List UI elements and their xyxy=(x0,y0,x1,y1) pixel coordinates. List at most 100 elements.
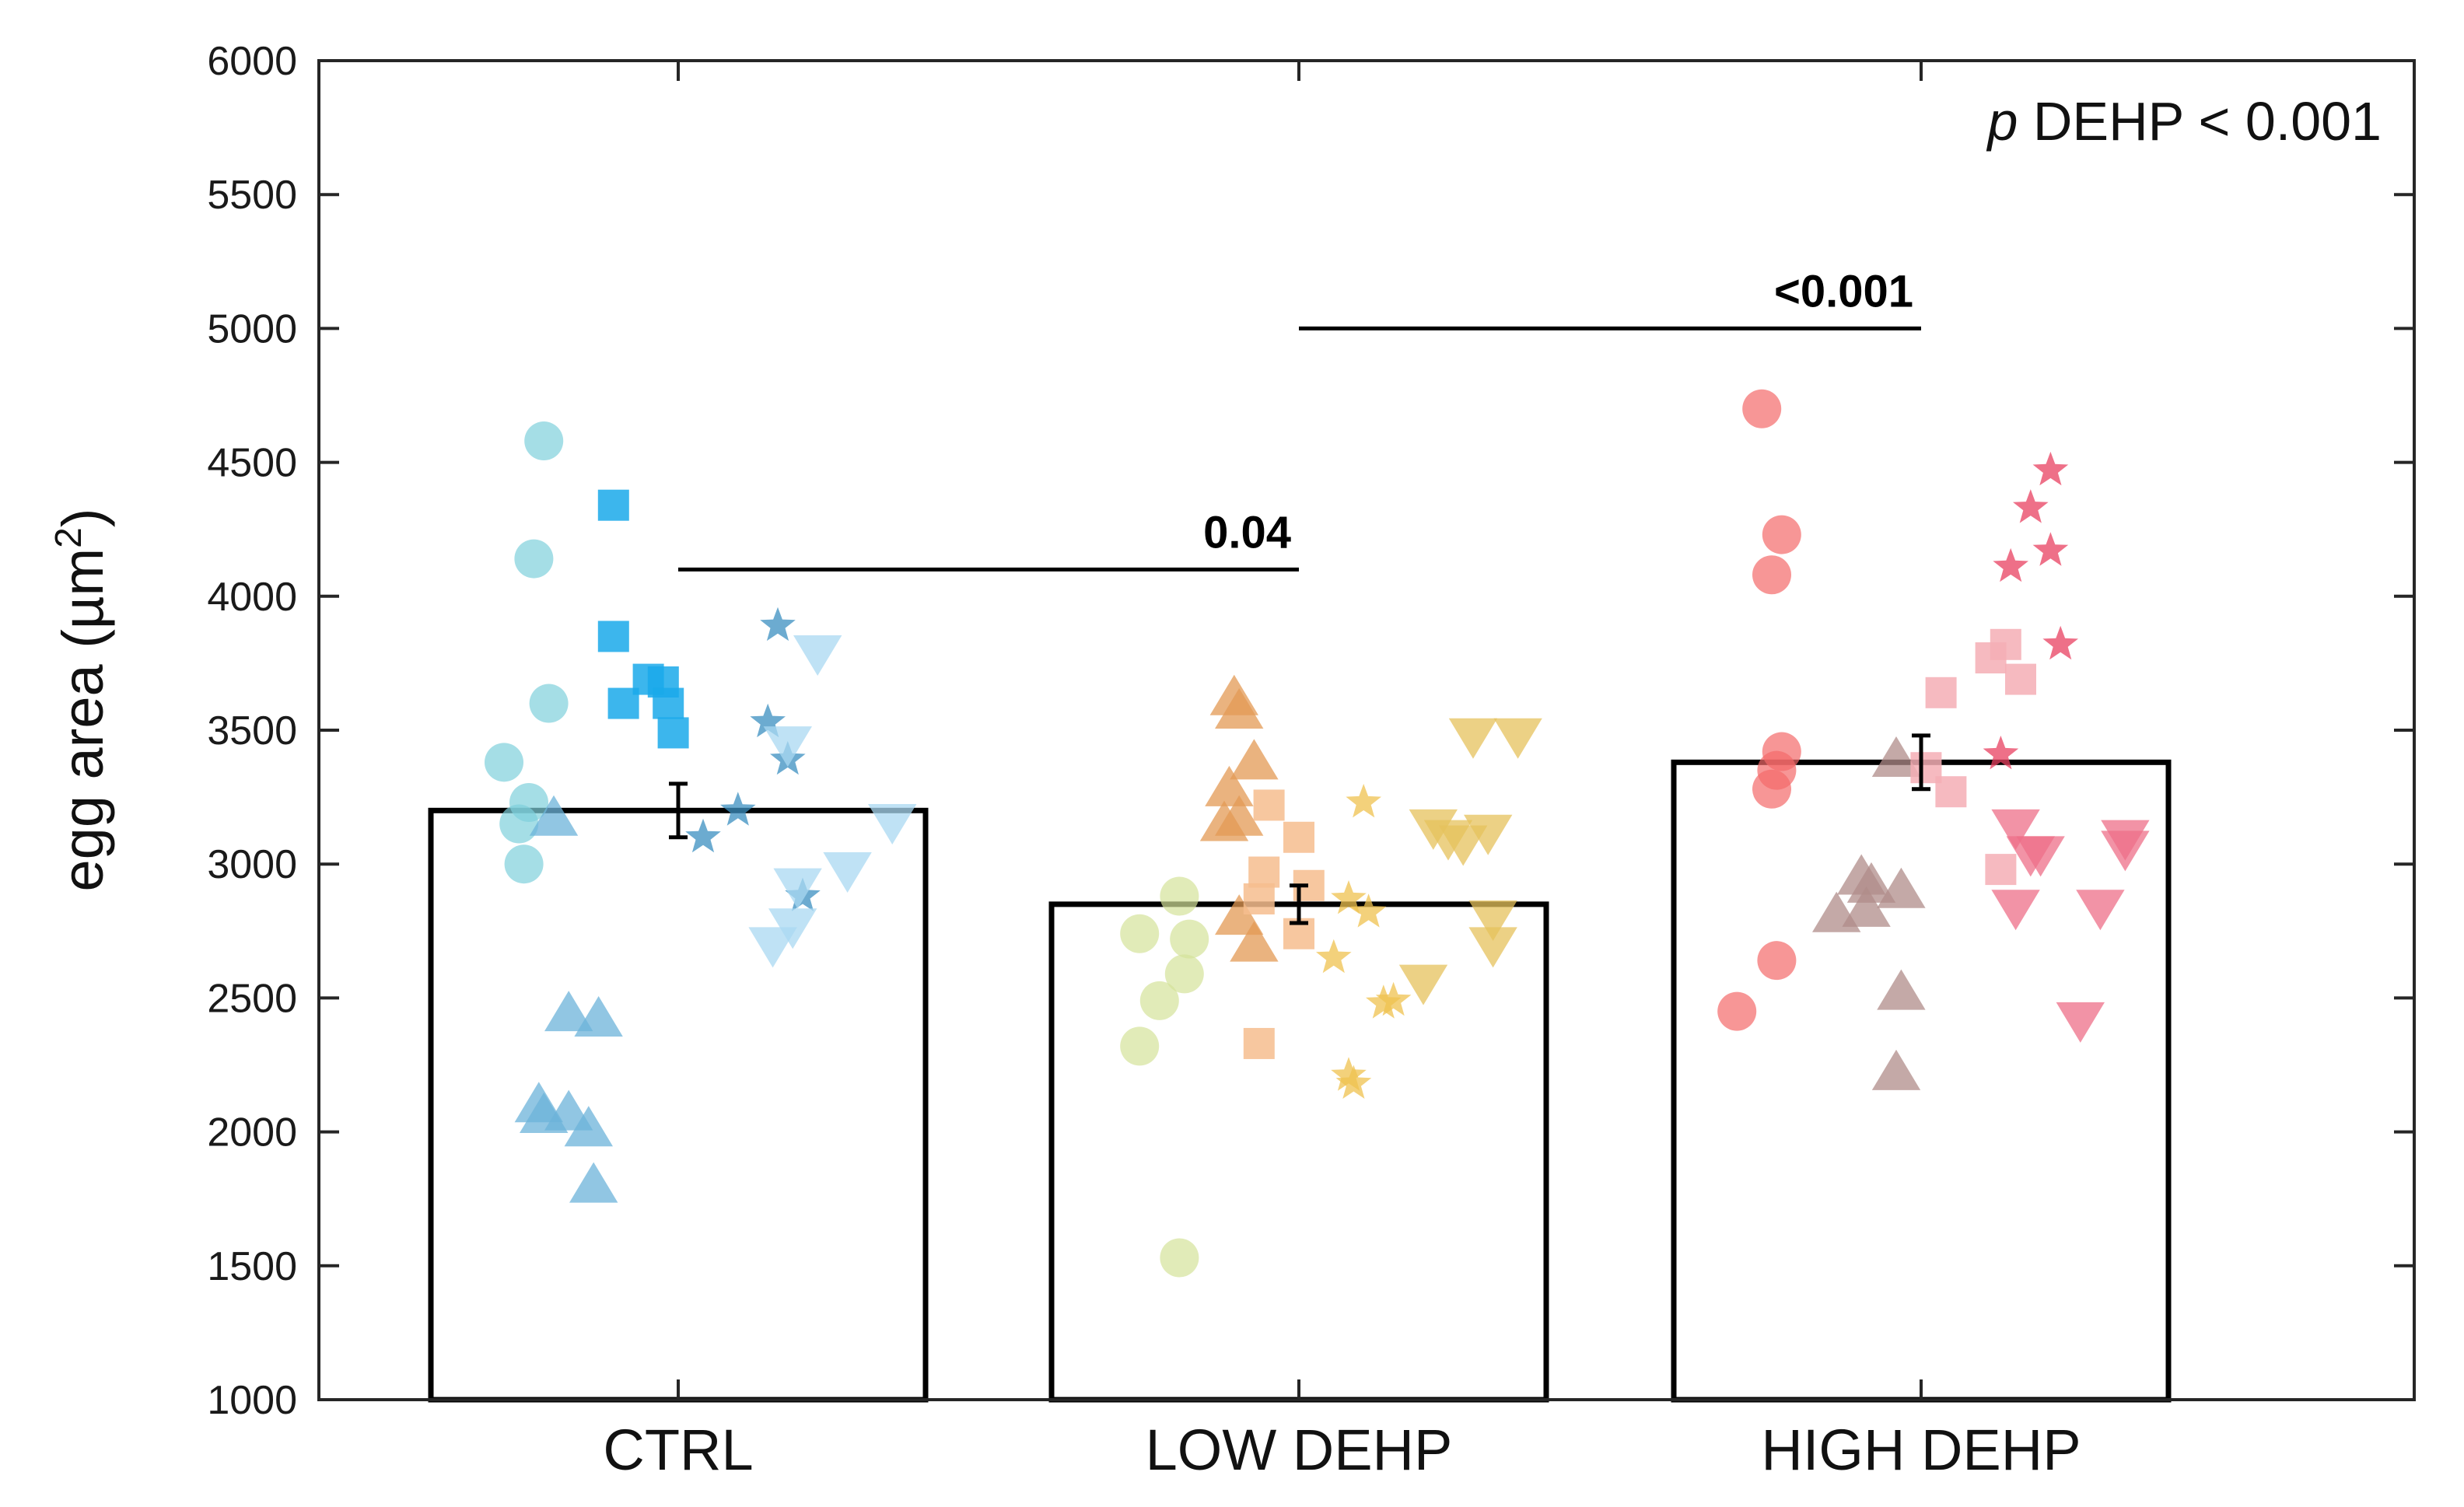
data-point-ctrl-square xyxy=(597,489,629,521)
significance-label-1: 0.04 xyxy=(1203,507,1291,558)
data-point-low-dehp-triangle-down xyxy=(1398,964,1448,1005)
x-category-label-low-dehp: LOW DEHP xyxy=(1146,1418,1453,1482)
data-point-low-dehp-triangle-up xyxy=(1205,765,1254,806)
data-point-high-dehp-triangle-down xyxy=(1991,809,2040,850)
error-bar-low-dehp xyxy=(1290,883,1308,925)
data-point-high-dehp-triangle-down xyxy=(2076,890,2125,931)
data-point-high-dehp-triangle-down xyxy=(2016,836,2065,877)
data-point-ctrl-circle xyxy=(485,743,523,782)
data-point-low-dehp-triangle-up xyxy=(1230,739,1279,780)
data-point-high-dehp-circle xyxy=(1742,389,1782,428)
data-point-low-dehp-triangle-up xyxy=(1215,795,1264,836)
data-points-layer xyxy=(485,389,2150,1278)
data-point-low-dehp-circle xyxy=(1120,1026,1160,1066)
data-point-low-dehp-triangle-down xyxy=(1448,718,1498,759)
data-point-low-dehp-star xyxy=(1346,784,1381,818)
data-point-high-dehp-circle xyxy=(1717,991,1757,1031)
y-tick-label: 3500 xyxy=(207,708,297,754)
data-point-ctrl-circle xyxy=(499,804,539,844)
data-point-low-dehp-square xyxy=(1243,883,1275,914)
data-point-ctrl-triangle-up xyxy=(569,1162,618,1203)
data-point-low-dehp-star xyxy=(1335,1065,1372,1099)
data-point-high-dehp-star xyxy=(2032,532,2069,566)
plot-frame xyxy=(317,59,2416,1401)
data-point-ctrl-circle xyxy=(504,844,544,884)
data-point-low-dehp-circle xyxy=(1170,919,1209,959)
data-point-low-dehp-square xyxy=(1253,789,1285,821)
error-bar-ctrl xyxy=(669,781,688,840)
data-point-low-dehp-triangle-down xyxy=(1464,814,1513,855)
data-point-high-dehp-triangle-up xyxy=(1846,862,1896,903)
significance-label-2: <0.001 xyxy=(1774,266,1913,316)
data-point-high-dehp-triangle-up xyxy=(1842,886,1891,927)
data-point-high-dehp-star xyxy=(2032,451,2069,486)
p-value-annotation: p DEHP < 0.001 xyxy=(1986,91,2382,152)
y-tick-label: 2500 xyxy=(207,976,297,1021)
x-category-label-ctrl: CTRL xyxy=(603,1418,753,1482)
data-point-ctrl-circle xyxy=(514,539,554,579)
data-point-high-dehp-square xyxy=(1925,677,1957,708)
data-point-high-dehp-circle xyxy=(1757,941,1797,981)
data-point-high-dehp-triangle-up xyxy=(1877,867,1926,908)
data-point-high-dehp-triangle-down xyxy=(2056,1002,2105,1043)
y-tick-label: 6000 xyxy=(207,39,297,84)
data-point-ctrl-circle xyxy=(529,684,569,723)
y-tick-label: 1500 xyxy=(207,1244,297,1289)
data-point-high-dehp-circle xyxy=(1752,769,1791,809)
data-point-low-dehp-triangle-down xyxy=(1468,900,1517,941)
data-point-ctrl-star xyxy=(750,703,786,738)
data-point-low-dehp-star xyxy=(1375,981,1412,1016)
data-point-low-dehp-triangle-up xyxy=(1215,687,1264,729)
data-point-low-dehp-circle xyxy=(1160,1238,1199,1278)
y-tick-label: 5000 xyxy=(207,306,297,351)
data-point-low-dehp-circle xyxy=(1164,954,1204,994)
data-point-ctrl-triangle-up xyxy=(544,991,593,1032)
data-point-high-dehp-square xyxy=(1990,628,2021,660)
data-point-ctrl-triangle-up xyxy=(574,996,623,1037)
significance-layer: 0.04 <0.001 xyxy=(678,266,1921,572)
data-point-ctrl-square xyxy=(653,687,684,719)
data-point-low-dehp-circle xyxy=(1120,914,1160,953)
bar-ctrl xyxy=(428,807,929,1403)
data-point-low-dehp-triangle-down xyxy=(1468,927,1517,968)
data-point-high-dehp-triangle-up xyxy=(1871,1049,1921,1090)
data-point-ctrl-triangle-up xyxy=(529,795,579,836)
data-point-low-dehp-triangle-up xyxy=(1230,921,1279,962)
data-point-ctrl-triangle-up xyxy=(564,1106,613,1147)
data-point-high-dehp-star xyxy=(2013,489,2049,523)
data-point-ctrl-triangle-down xyxy=(823,851,872,893)
data-point-high-dehp-triangle-down xyxy=(1991,890,2040,931)
data-point-low-dehp-triangle-up xyxy=(1215,894,1264,935)
data-point-ctrl-star xyxy=(760,607,796,642)
y-tick-label: 3000 xyxy=(207,842,297,887)
data-point-low-dehp-square xyxy=(1283,821,1314,853)
data-point-ctrl-triangle-down xyxy=(868,803,917,844)
data-point-low-dehp-triangle-down xyxy=(1493,718,1542,759)
data-point-high-dehp-circle xyxy=(1762,515,1801,554)
error-bar-high-dehp xyxy=(1912,733,1930,792)
data-point-high-dehp-star xyxy=(1983,736,2019,770)
data-point-high-dehp-square xyxy=(1935,776,1967,808)
data-point-high-dehp-square xyxy=(2005,663,2036,695)
y-tick-label: 4500 xyxy=(207,441,297,486)
bar-high-dehp xyxy=(1671,759,2172,1403)
y-axis-label: egg area (µm2) xyxy=(48,509,115,892)
data-point-ctrl-square xyxy=(657,717,689,749)
data-point-low-dehp-circle xyxy=(1160,876,1199,916)
data-point-low-dehp-star xyxy=(1316,939,1352,974)
data-point-high-dehp-square xyxy=(1985,854,2017,886)
bar-low-dehp xyxy=(1048,901,1549,1403)
error-bars-layer xyxy=(669,733,1930,925)
data-point-high-dehp-triangle-up xyxy=(1877,969,1926,1010)
data-point-high-dehp-star xyxy=(1993,547,2028,582)
data-point-ctrl-triangle-down xyxy=(763,726,812,767)
axes-layer xyxy=(317,59,2416,1401)
ticks-layer: 1000 1500 2000 2500 3000 3500 4000 4500 5000 5500… xyxy=(207,39,2414,1482)
y-tick-label: 5500 xyxy=(207,173,297,218)
data-point-ctrl-square xyxy=(597,621,629,652)
data-point-high-dehp-circle xyxy=(1752,555,1791,595)
data-point-high-dehp-triangle-down xyxy=(2101,830,2150,872)
data-point-ctrl-triangle-down xyxy=(773,868,822,909)
data-point-low-dehp-circle xyxy=(1139,981,1179,1020)
data-point-low-dehp-star xyxy=(1331,1057,1367,1091)
